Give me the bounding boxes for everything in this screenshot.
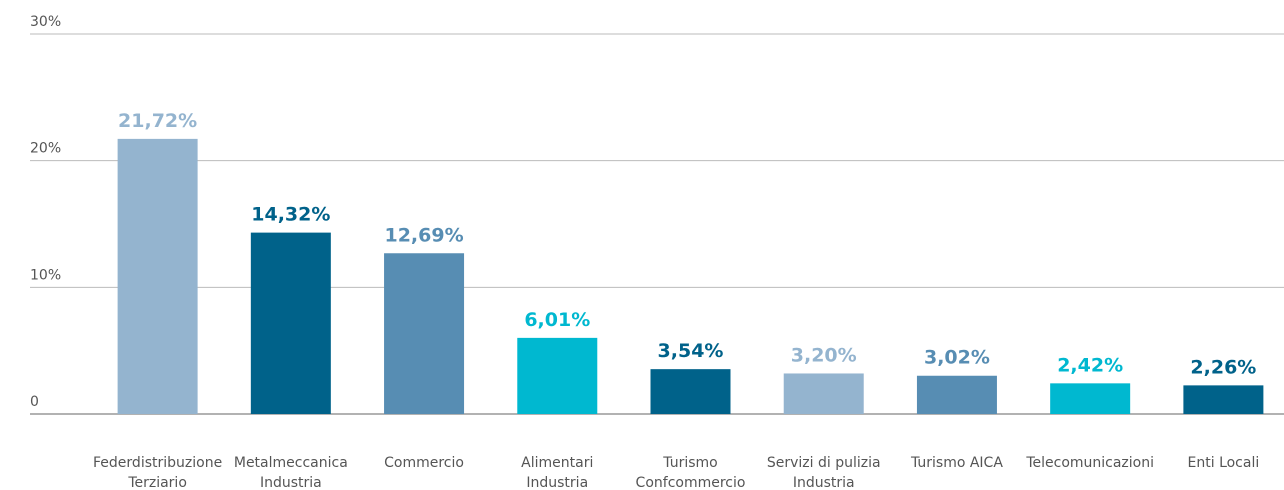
value-label: 3,54% [658, 340, 724, 362]
x-tick-label: Alimentari [521, 455, 593, 471]
value-label: 21,72% [118, 110, 197, 132]
bar [650, 369, 731, 414]
value-label: 3,20% [791, 344, 857, 366]
bar [517, 337, 598, 414]
x-tick-label: Turismo AICA [910, 455, 1003, 471]
value-label: 6,01% [524, 309, 590, 331]
x-tick-label: Turismo [662, 455, 717, 471]
y-tick-label: 0 [30, 394, 39, 410]
x-tick-label: Commercio [384, 455, 464, 471]
y-tick-label: 30% [30, 14, 61, 30]
bar [117, 138, 198, 414]
x-tick-label: Confcommercio [636, 475, 746, 490]
x-tick-label: Industria [260, 475, 322, 490]
value-label: 12,69% [384, 224, 463, 246]
bar [1050, 383, 1131, 414]
x-tick-label: Metalmeccanica [234, 455, 348, 471]
bar [1183, 385, 1264, 414]
value-label: 2,26% [1190, 356, 1256, 378]
value-label: 14,32% [251, 204, 330, 226]
x-tick-label: Servizi di pulizia [767, 455, 881, 471]
x-tick-label: Enti Locali [1188, 455, 1260, 471]
x-tick-label: Terziario [127, 475, 187, 490]
bar [384, 253, 465, 414]
bar [783, 373, 864, 414]
bar [250, 232, 331, 414]
value-label: 3,02% [924, 347, 990, 369]
y-tick-label: 20% [30, 141, 61, 157]
x-tick-label: Industria [526, 475, 588, 490]
x-tick-label: Telecomunicazioni [1025, 455, 1154, 471]
bar [916, 375, 997, 414]
value-label: 2,42% [1057, 354, 1123, 376]
x-tick-label: Industria [793, 475, 855, 490]
x-tick-label: Federdistribuzione [93, 455, 222, 471]
y-tick-label: 10% [30, 267, 61, 283]
